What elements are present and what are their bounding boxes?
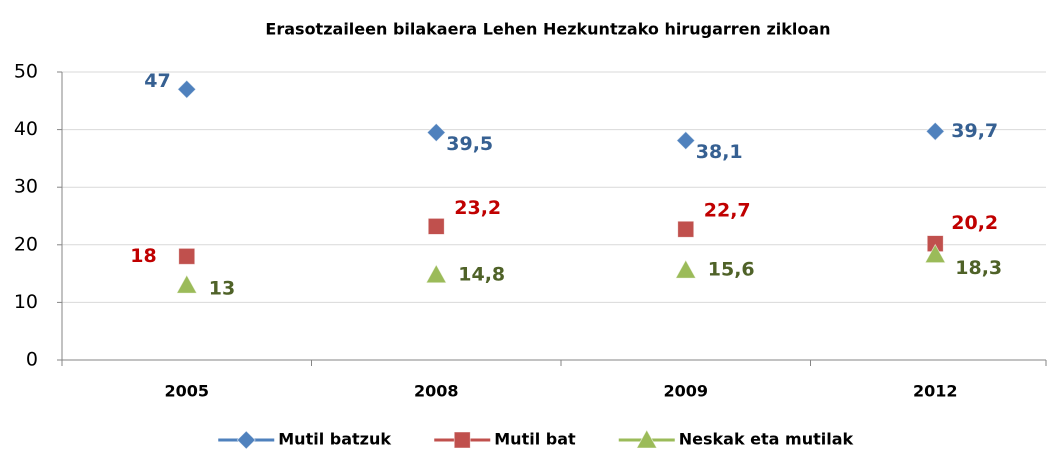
data-point [427, 217, 445, 235]
data-label: 13 [209, 278, 235, 300]
y-tick-label: 50 [14, 61, 38, 83]
legend-marker [453, 431, 471, 449]
data-label: 18 [130, 245, 156, 267]
x-tick-label: 2009 [663, 382, 708, 401]
legend-item: Neskak eta mutilak [618, 429, 854, 449]
data-point [426, 122, 446, 143]
data-label: 39,7 [951, 120, 998, 142]
x-tick-label: 2012 [913, 382, 958, 401]
data-point [178, 247, 196, 265]
data-point [676, 130, 696, 151]
data-point [925, 121, 945, 141]
data-label: 15,6 [708, 259, 755, 281]
legend-marker [236, 430, 256, 450]
x-tick-label: 2008 [414, 382, 459, 401]
data-label: 14,8 [458, 263, 505, 285]
data-point [924, 243, 946, 263]
data-label: 38,1 [696, 141, 743, 163]
data-point [677, 220, 695, 238]
data-point [177, 79, 197, 99]
legend-item: Mutil batzuk [218, 430, 391, 450]
legend-marker [636, 429, 658, 449]
y-tick-label: 0 [26, 349, 38, 371]
legend-label: Mutil batzuk [278, 430, 391, 449]
legend-label: Mutil bat [494, 430, 576, 449]
legend-item: Mutil bat [434, 430, 576, 449]
data-label: 39,5 [446, 133, 493, 155]
data-point [176, 274, 198, 294]
data-label: 22,7 [704, 200, 751, 222]
data-point [675, 259, 697, 279]
y-tick-label: 20 [14, 233, 38, 255]
y-tick-label: 30 [14, 176, 38, 198]
data-point [926, 235, 944, 253]
x-tick-label: 2005 [164, 382, 209, 401]
chart-title: Erasotzaileen bilakaera Lehen Hezkuntzak… [265, 20, 830, 39]
y-tick-label: 40 [14, 118, 38, 140]
data-label: 18,3 [955, 257, 1002, 279]
data-point [425, 263, 447, 284]
data-label: 20,2 [951, 212, 998, 234]
y-tick-label: 10 [14, 291, 38, 313]
data-label: 23,2 [454, 197, 501, 219]
legend-label: Neskak eta mutilak [679, 430, 854, 449]
data-label: 47 [144, 70, 170, 92]
